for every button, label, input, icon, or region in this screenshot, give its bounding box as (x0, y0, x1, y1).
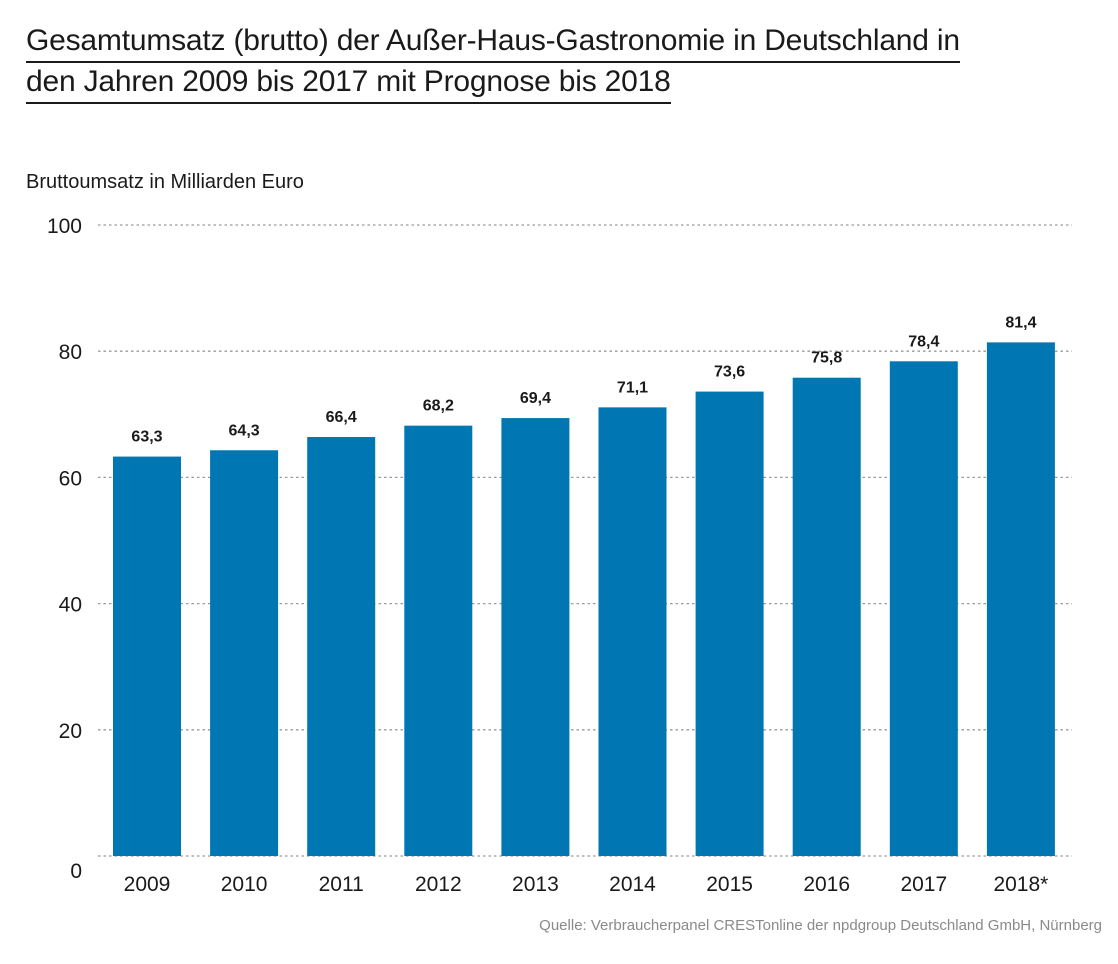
chart-title-line-1: Gesamtumsatz (brutto) der Außer-Haus-Gas… (26, 22, 960, 63)
x-tick-label: 2010 (221, 873, 268, 896)
bar (307, 437, 376, 856)
y-tick-label: 0 (70, 860, 82, 883)
bar (113, 456, 181, 856)
y-tick-label: 60 (59, 467, 82, 490)
data-label: 69,4 (520, 390, 551, 407)
data-label: 68,2 (423, 398, 454, 415)
x-tick-label: 2018* (993, 873, 1048, 896)
bar (404, 425, 473, 856)
data-label: 63,3 (131, 429, 162, 446)
bar (792, 377, 861, 856)
x-tick-label: 2011 (319, 873, 364, 896)
data-label: 81,4 (1005, 314, 1036, 331)
x-axis-ticks: 2009 2010 2011 2012 2013 2014 2015 2016 2017 2018… (124, 873, 1049, 896)
x-tick-label: 2013 (512, 873, 559, 896)
bar (889, 361, 958, 856)
x-tick-label: 2014 (609, 873, 656, 896)
chart-title: Gesamtumsatz (brutto) der Außer-Haus-Gas… (26, 22, 1036, 104)
x-tick-label: 2015 (706, 873, 753, 896)
y-tick-label: 80 (59, 341, 82, 364)
data-label: 73,6 (714, 364, 745, 381)
bar (210, 450, 279, 856)
data-label: 71,1 (617, 379, 648, 396)
value-labels: 63,3 64,3 66,4 68,2 69,4 71,1 73,6 75,8 78,4 81,4 (131, 314, 1036, 445)
y-tick-label: 100 (47, 215, 82, 238)
bar (986, 342, 1055, 857)
source-note: Quelle: Verbraucherpanel CRESTonline der… (539, 917, 1102, 934)
chart-title-line-2: den Jahren 2009 bis 2017 mit Prognose bi… (26, 63, 671, 104)
y-tick-label: 20 (59, 720, 82, 743)
data-label: 64,3 (229, 422, 260, 439)
bar (695, 391, 764, 856)
x-tick-label: 2017 (900, 873, 947, 896)
x-tick-label: 2012 (415, 873, 462, 896)
x-tick-label: 2016 (803, 873, 850, 896)
bars (113, 342, 1055, 857)
data-label: 78,4 (908, 333, 939, 350)
y-axis-label: Bruttoumsatz in Milliarden Euro (26, 171, 304, 193)
bar (501, 418, 570, 856)
x-tick-label: 2009 (124, 873, 171, 896)
data-label: 66,4 (326, 409, 357, 426)
y-axis-ticks: 0 20 40 60 80 100 (47, 215, 82, 883)
data-label: 75,8 (811, 350, 842, 367)
bar (598, 407, 667, 856)
y-tick-label: 40 (59, 594, 82, 617)
